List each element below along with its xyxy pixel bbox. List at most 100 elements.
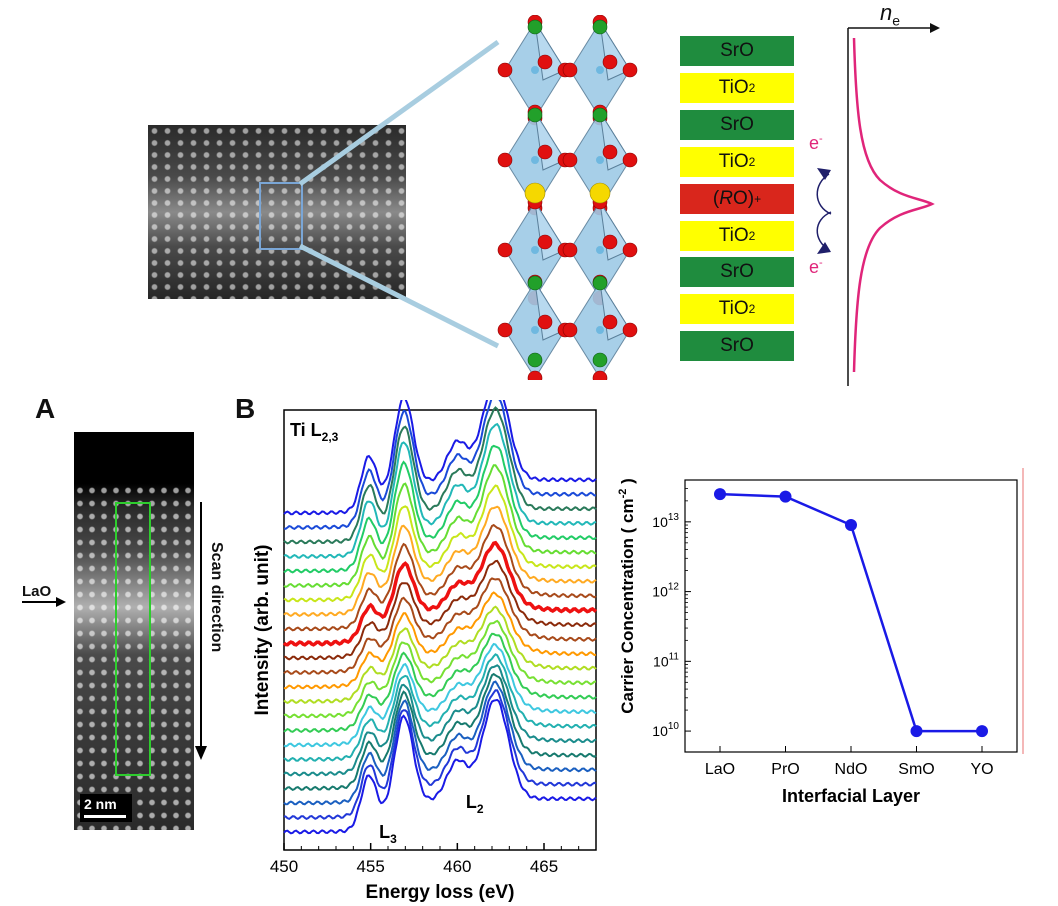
eels-series-group <box>282 400 598 835</box>
oxygen-atom <box>562 242 578 258</box>
eels-series-12 <box>283 577 597 675</box>
rare-earth-atom <box>589 182 611 204</box>
eels-series-22 <box>283 400 596 531</box>
lao-label: LaO <box>22 583 52 600</box>
oxygen-atom <box>497 62 513 78</box>
scan-direction-arrow <box>195 502 207 760</box>
octahedron <box>497 15 573 126</box>
eels-series-6 <box>283 653 597 762</box>
scale-bar-line <box>84 815 126 818</box>
layer-ro: (R O) + <box>680 183 794 214</box>
eels-series-13 <box>283 559 597 661</box>
carrier-point-YO <box>976 725 988 738</box>
sr-atom <box>527 352 543 368</box>
oxygen-atom <box>592 370 608 380</box>
eels-series-4 <box>283 672 597 792</box>
carrier-y-tick-label: 1012 <box>652 582 679 600</box>
oxygen-atom <box>537 144 553 160</box>
carrier-point-SmO <box>910 725 923 738</box>
eels-series-9 <box>283 619 597 719</box>
sr-atom <box>592 19 608 35</box>
carrier-y-axis-label: Carrier Concentration ( cm-2 ) <box>617 478 637 714</box>
layer-tio2: TiO 2 <box>680 220 794 251</box>
eels-series-16 <box>283 505 597 618</box>
carrier-y-tick-label: 1013 <box>652 512 679 530</box>
eels-title: Ti L2,3 <box>290 420 339 444</box>
layer-sro: SrO <box>680 257 794 288</box>
carrier-x-tick-label: LaO <box>705 761 735 778</box>
octahedron <box>497 194 573 306</box>
eels-series-2 <box>283 689 597 821</box>
scale-bar-label: 2 nm <box>84 796 117 812</box>
stem-image-top <box>148 125 406 299</box>
eels-series-15 <box>283 523 597 632</box>
eels-series-1 <box>283 698 597 835</box>
eels-x-tick-label: 455 <box>356 857 384 876</box>
sr-atom <box>527 19 543 35</box>
layer-sro: SrO <box>680 109 794 140</box>
oxygen-atom <box>602 314 618 330</box>
eels-peak-label-L3: L3 <box>379 822 397 846</box>
panel-a-letter: A <box>35 393 56 424</box>
oxygen-atom <box>602 144 618 160</box>
carrier-point-LaO <box>714 488 726 501</box>
eels-x-axis-label: Energy loss (eV) <box>366 882 515 903</box>
oxygen-atom <box>537 234 553 250</box>
eels-series-8 <box>283 632 597 734</box>
layer-tio2: TiO 2 <box>680 146 794 177</box>
oxygen-atom <box>537 54 553 70</box>
carrier-y-tick-label: 1011 <box>653 651 679 669</box>
eels-x-tick-label: 465 <box>530 857 558 876</box>
oxygen-atom <box>622 152 638 168</box>
scan-direction-label: Scan direction <box>208 542 225 653</box>
layer-tio2: TiO 2 <box>680 294 794 325</box>
eels-series-11 <box>283 591 597 690</box>
sr-atom <box>592 107 608 123</box>
carrier-x-tick-label: YO <box>970 761 993 778</box>
density-axis-label: ne <box>880 0 901 29</box>
eels-series-18 <box>283 464 597 589</box>
carrier-point-NdO <box>845 519 857 532</box>
eels-series-10 <box>283 605 597 705</box>
oxygen-atom <box>602 54 618 70</box>
eels-x-tick-label: 460 <box>443 857 471 876</box>
eels-series-23 <box>283 400 597 516</box>
carrier-x-tick-label: PrO <box>771 761 799 778</box>
layer-sro: SrO <box>680 36 794 66</box>
oxygen-atom <box>562 62 578 78</box>
eels-x-tick-label: 450 <box>270 857 298 876</box>
eels-series-17 <box>283 484 597 603</box>
eels-series-3 <box>283 680 597 806</box>
eels-series-21 <box>283 406 597 545</box>
stem-image-a-top-dark <box>74 432 194 484</box>
carrier-point-PrO <box>779 490 792 503</box>
oxygen-atom <box>497 242 513 258</box>
eels-series-19 <box>283 444 597 574</box>
oxygen-atom <box>537 314 553 330</box>
eels-series-5 <box>283 664 597 777</box>
zoom-box <box>259 182 303 250</box>
oxygen-atom <box>562 152 578 168</box>
carrier-chart: 1010 1011 1012 1013 LaO PrO NdO SmO YO Interfacia… <box>617 468 1024 806</box>
eels-series-7 <box>283 642 597 748</box>
sr-atom <box>592 352 608 368</box>
oxygen-atom <box>497 152 513 168</box>
carrier-y-tick-label: 1010 <box>652 721 679 739</box>
carrier-x-tick-label: SmO <box>898 761 934 778</box>
eels-chart: 450 455 460 465 Energy loss (eV) Intensity (a… <box>252 400 598 903</box>
layer-tio2: TiO 2 <box>680 72 794 103</box>
scan-box <box>115 502 151 776</box>
sr-atom <box>592 275 608 291</box>
electron-label-top: e- <box>809 133 823 153</box>
layer-sro: SrO <box>680 331 794 362</box>
oxygen-atom <box>527 370 543 380</box>
octahedron <box>562 274 638 380</box>
rare-earth-atom <box>524 182 546 204</box>
eels-peak-label-L2: L2 <box>466 792 484 816</box>
sr-atom <box>527 275 543 291</box>
oxygen-atom <box>562 322 578 338</box>
eels-series-20 <box>283 422 597 559</box>
crystal-structure <box>497 15 638 380</box>
sr-atom <box>527 107 543 123</box>
